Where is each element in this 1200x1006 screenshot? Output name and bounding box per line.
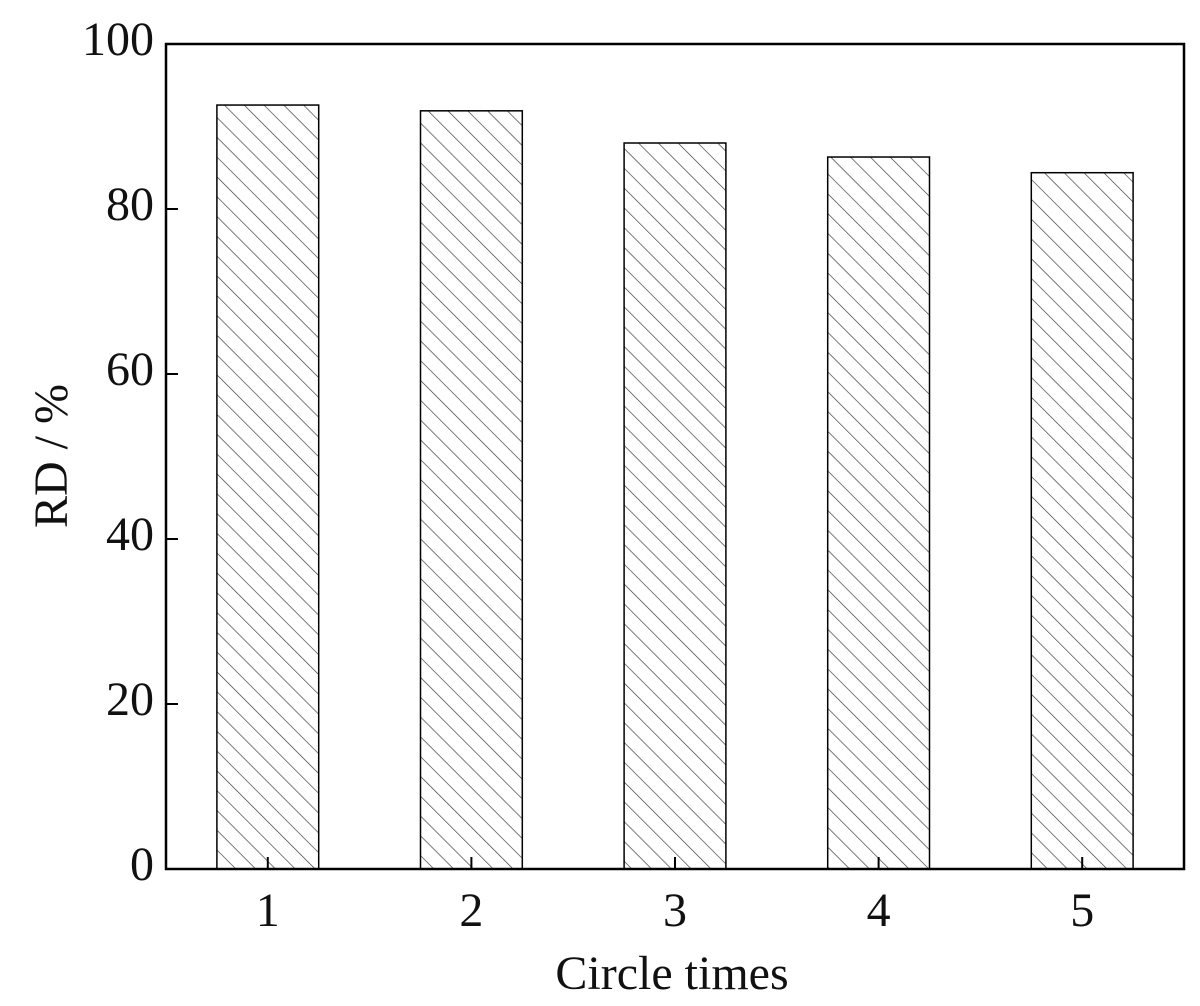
x-tick-label: 5 bbox=[1070, 884, 1094, 937]
x-tick-label: 4 bbox=[867, 884, 891, 937]
y-tick-label: 60 bbox=[106, 343, 154, 396]
x-tick-label: 1 bbox=[256, 884, 280, 937]
bar bbox=[623, 142, 727, 870]
bar bbox=[826, 156, 931, 870]
y-tick-label: 0 bbox=[130, 838, 154, 891]
y-tick-label: 100 bbox=[82, 13, 154, 66]
y-tick-label: 20 bbox=[106, 673, 154, 726]
bar bbox=[419, 110, 524, 870]
x-axis-label: Circle times bbox=[555, 947, 788, 1000]
y-tick-label: 40 bbox=[106, 508, 154, 561]
y-axis-label: RD / % bbox=[25, 384, 78, 528]
x-tick-label: 2 bbox=[459, 884, 483, 937]
bar bbox=[1030, 171, 1134, 870]
x-tick-label: 3 bbox=[663, 884, 687, 937]
bar bbox=[216, 104, 320, 870]
plot-frame bbox=[164, 42, 1186, 871]
y-tick-label: 80 bbox=[106, 178, 154, 231]
